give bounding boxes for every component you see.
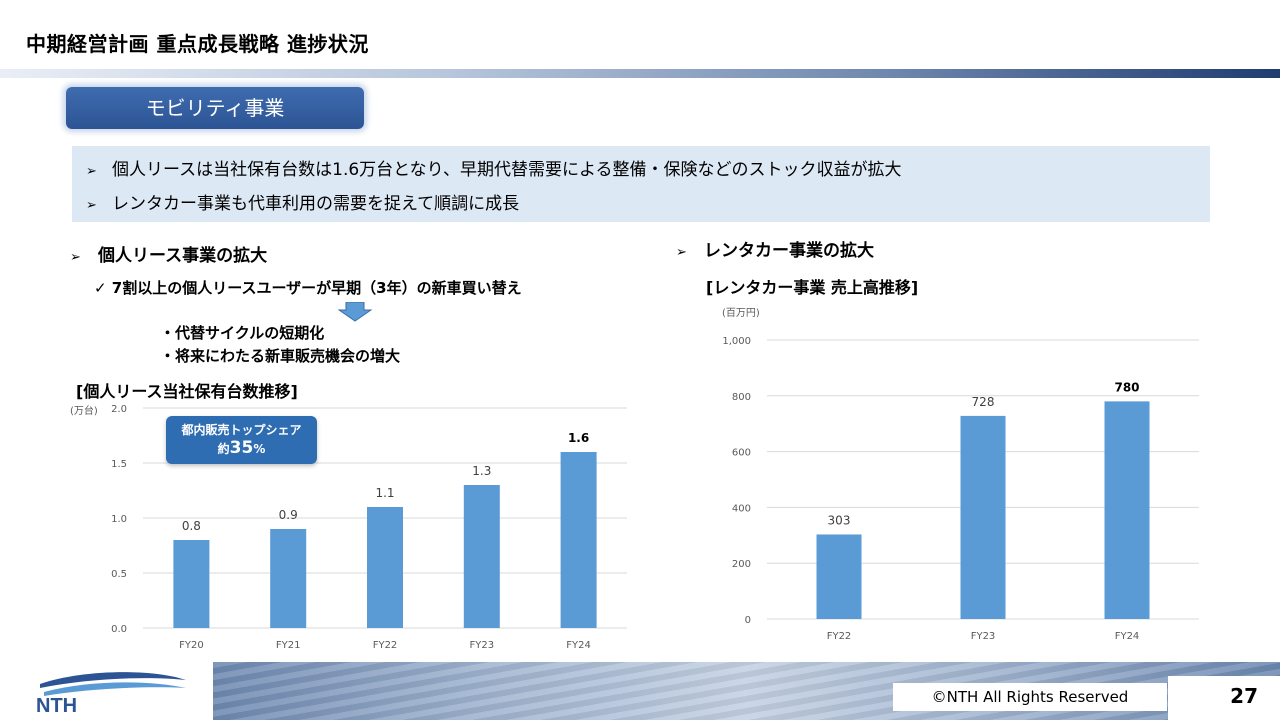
logo-text: NTH (36, 695, 77, 716)
x-tick-label: FY20 (179, 640, 204, 651)
market-share-badge: 都内販売トップシェア 約35% (166, 416, 317, 464)
arrow-bullet-icon: ➢ (676, 245, 687, 260)
nth-logo: NTH (36, 672, 186, 716)
y-tick-label: 0 (745, 615, 751, 626)
y-tick-label: 400 (732, 503, 751, 514)
data-label: 0.8 (182, 519, 201, 533)
unit-label: (万台) (70, 404, 98, 417)
lease-check-point: ✓ 7割以上の個人リースユーザーが早期（3年）の新車買い替え (94, 279, 522, 297)
data-label: 1.1 (375, 486, 394, 500)
y-tick-label: 1,000 (722, 336, 751, 347)
rental-chart-title: [レンタカー事業 売上高推移] (706, 278, 919, 297)
down-arrow-icon (338, 302, 372, 322)
arrow-bullet-icon: ➢ (70, 250, 81, 265)
data-label: 728 (972, 395, 995, 409)
bar (816, 534, 862, 619)
x-tick-label: FY23 (971, 631, 996, 642)
y-tick-label: 1.0 (111, 514, 127, 525)
y-tick-label: 0.5 (111, 569, 127, 580)
bar (463, 485, 500, 628)
data-label: 1.3 (472, 464, 491, 478)
y-tick-label: 200 (732, 559, 751, 570)
x-tick-label: FY22 (827, 631, 852, 642)
lease-units-chart: 0.0 0.5 1.0 1.5 2.0 (万台) 0.8 FY20 0.9 FY21 1.1 FY22… (70, 404, 627, 651)
data-label: 780 (1114, 380, 1139, 394)
summary-line: ➢ レンタカー事業も代車利用の需要を捉えて順調に成長 (86, 194, 520, 214)
section-label: モビリティ事業 (66, 87, 364, 129)
y-tick-label: 800 (732, 392, 751, 403)
title-divider (0, 69, 1280, 78)
copyright: ©NTH All Rights Reserved (893, 683, 1167, 711)
data-label: 1.6 (568, 431, 589, 445)
arrow-bullet-icon: ➢ (86, 198, 97, 213)
unit-label: (百万円) (722, 307, 760, 319)
bar (367, 507, 403, 628)
rental-sales-chart: 0 200 400 600 800 1,000 (百万円) 303 FY22 728 FY23 780… (722, 307, 1199, 642)
badge-label: 都内販売トップシェア (181, 423, 302, 437)
x-tick-label: FY21 (276, 640, 301, 651)
lease-bullet: ・将来にわたる新車販売機会の増大 (160, 347, 401, 365)
y-tick-label: 0.0 (111, 624, 127, 635)
data-label: 303 (828, 513, 851, 527)
bar (560, 452, 597, 628)
y-tick-label: 600 (732, 448, 751, 459)
page-number: 27 (1168, 676, 1280, 720)
lease-chart-title: [個人リース当社保有台数推移] (76, 382, 298, 401)
bar (270, 529, 307, 628)
rental-heading: ➢ レンタカー事業の拡大 (676, 241, 874, 261)
bar (1104, 401, 1150, 619)
lease-heading: ➢ 個人リース事業の拡大 (70, 246, 268, 266)
badge-value: 約35% (217, 438, 266, 458)
data-label: 0.9 (279, 508, 298, 522)
summary-line: ➢ 個人リースは当社保有台数は1.6万台となり、早期代替需要による整備・保険などの… (86, 160, 902, 180)
x-tick-label: FY24 (566, 640, 591, 651)
bar (173, 540, 210, 628)
x-tick-label: FY24 (1115, 631, 1140, 642)
bar (960, 415, 1006, 619)
arrow-bullet-icon: ➢ (86, 164, 97, 179)
y-tick-label: 2.0 (111, 404, 127, 415)
page-title: 中期経営計画 重点成長戦略 進捗状況 (26, 32, 369, 56)
y-tick-label: 1.5 (111, 459, 127, 470)
lease-bullet: ・代替サイクルの短期化 (160, 324, 325, 342)
summary-box: ➢ 個人リースは当社保有台数は1.6万台となり、早期代替需要による整備・保険などの… (72, 146, 1210, 222)
x-tick-label: FY23 (470, 640, 495, 651)
x-tick-label: FY22 (373, 640, 398, 651)
